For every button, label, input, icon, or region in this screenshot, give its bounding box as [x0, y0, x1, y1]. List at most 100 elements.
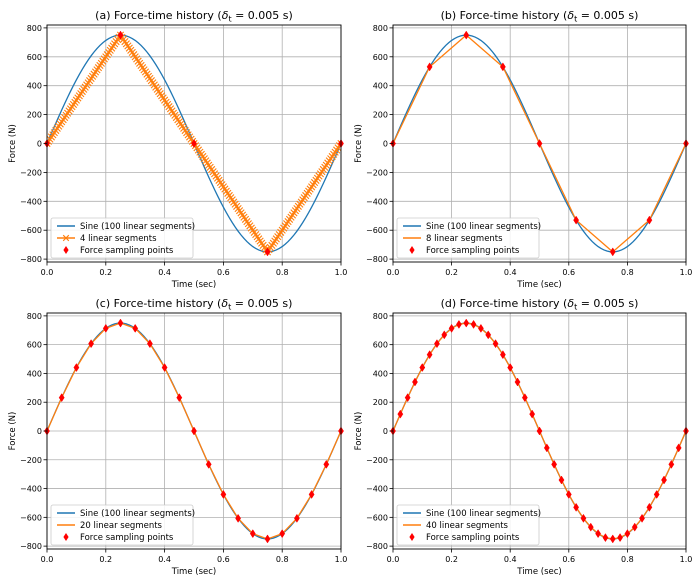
legend-box: [396, 217, 540, 259]
x-tick-label: 1.0: [335, 268, 348, 277]
sampling-point: [573, 502, 580, 512]
sampling-point: [426, 62, 433, 72]
x-tick-label: 0.2: [445, 555, 458, 564]
sampling-point: [580, 513, 587, 523]
title-delta: δ: [567, 9, 574, 22]
y-axis-label: Force (N): [8, 412, 18, 451]
chart-panel-d: 0.0 0.2 0.4 0.6 0.8 1.0 −800 −600 −400 −200 0 200 40…: [354, 297, 692, 577]
data-point-marker: [337, 139, 341, 148]
x-tick-label: 0.0: [387, 555, 400, 564]
sampling-point: [558, 475, 565, 485]
sampling-point: [264, 534, 271, 544]
x-tick-label: 1.0: [680, 555, 693, 564]
sampling-point: [675, 443, 682, 453]
sampling-point: [249, 529, 256, 539]
y-tick-label: 800: [27, 312, 42, 321]
x-tick-label: 1.0: [335, 555, 348, 564]
y-tick-label: −200: [366, 456, 388, 465]
sampling-point: [514, 377, 521, 387]
y-tick-label: −400: [20, 197, 42, 206]
sampling-point: [294, 513, 300, 523]
x-tick-label: 0.2: [99, 555, 112, 564]
title-subscript: t: [228, 15, 231, 24]
title-tail: = 0.005 s): [577, 9, 638, 22]
x-tick-label: 0.4: [504, 555, 517, 564]
sampling-point: [88, 339, 94, 349]
legend-label: 20 linear segments: [80, 521, 163, 531]
y-tick-label: −400: [366, 485, 388, 494]
legend-label: 40 linear segments: [426, 521, 509, 531]
sampling-point: [448, 323, 455, 333]
x-tick-label: 0.4: [158, 555, 171, 564]
x-axis-label: Time (sec): [171, 280, 216, 290]
y-tick-label: 0: [383, 140, 388, 149]
y-tick-label: 400: [373, 82, 388, 91]
sampling-point: [485, 330, 492, 340]
x-tick-label: 0.4: [158, 268, 171, 277]
chart-title: (d) Force-time history (δt = 0.005 s): [441, 297, 639, 312]
sampling-point: [492, 339, 499, 349]
sampling-point: [456, 319, 462, 329]
x-tick-label: 0.2: [445, 268, 458, 277]
x-tick-label: 0.6: [217, 555, 230, 564]
x-tick-label: 0.6: [562, 555, 575, 564]
legend-label: Force sampling points: [80, 533, 174, 543]
sampling-point: [573, 215, 580, 225]
series-sampling-points: [390, 30, 689, 257]
sampling-point: [646, 215, 653, 225]
title-subscript: t: [228, 303, 231, 312]
sampling-point: [176, 393, 183, 403]
sampling-point: [419, 363, 426, 373]
sampling-point: [595, 529, 601, 539]
title-delta: δ: [221, 297, 228, 310]
y-tick-label: −200: [20, 168, 42, 177]
title-delta: δ: [222, 9, 229, 22]
y-tick-label: 200: [373, 398, 388, 407]
y-tick-label: 600: [373, 341, 388, 350]
legend: Sine (100 linear segments) 8 linear segme…: [396, 217, 541, 259]
x-axis-label: Time (sec): [516, 567, 561, 577]
legend-handle-marker: [62, 234, 70, 242]
sampling-point: [565, 489, 572, 499]
legend-label: Sine (100 linear segments): [426, 222, 541, 232]
legend-label: Sine (100 linear segments): [80, 509, 195, 519]
legend-box: [50, 504, 194, 546]
y-tick-label: 0: [383, 427, 388, 436]
title-subscript: t: [574, 303, 577, 312]
sampling-point: [279, 529, 286, 539]
x-tick-label: 0.8: [276, 555, 289, 564]
series-linear-markers: [47, 31, 341, 256]
sampling-point: [551, 459, 558, 469]
y-tick-label: 600: [27, 53, 42, 62]
x-axis-label: Time (sec): [516, 280, 561, 290]
x-tick-label: 0.8: [621, 268, 634, 277]
legend-label: Force sampling points: [426, 533, 520, 543]
sampling-point: [624, 529, 631, 539]
sampling-point: [536, 139, 543, 148]
sampling-point: [617, 533, 623, 543]
series-sampling-points: [44, 30, 344, 257]
sampling-point: [639, 513, 645, 523]
sampling-point: [117, 30, 124, 40]
sampling-point: [117, 318, 124, 328]
sampling-point: [205, 459, 212, 469]
x-tick-label: 0.8: [621, 555, 634, 564]
x-tick-label: 0.0: [387, 268, 400, 277]
sampling-point: [521, 393, 528, 403]
y-tick-label: 200: [27, 398, 42, 407]
title-main: (c) Force-time history (: [96, 297, 222, 310]
sampling-point: [668, 459, 675, 469]
sampling-point: [661, 475, 667, 485]
title-delta: δ: [567, 297, 574, 310]
title-main: (d) Force-time history (: [441, 297, 568, 310]
sampling-point: [441, 330, 448, 340]
y-tick-label: −600: [20, 226, 42, 235]
sampling-point: [220, 489, 227, 499]
sampling-point: [404, 393, 411, 403]
sampling-point: [543, 443, 550, 453]
x-tick-label: 0.6: [217, 268, 230, 277]
sampling-point: [426, 350, 433, 360]
series-sampling-points: [44, 318, 344, 544]
sampling-point: [478, 323, 484, 333]
